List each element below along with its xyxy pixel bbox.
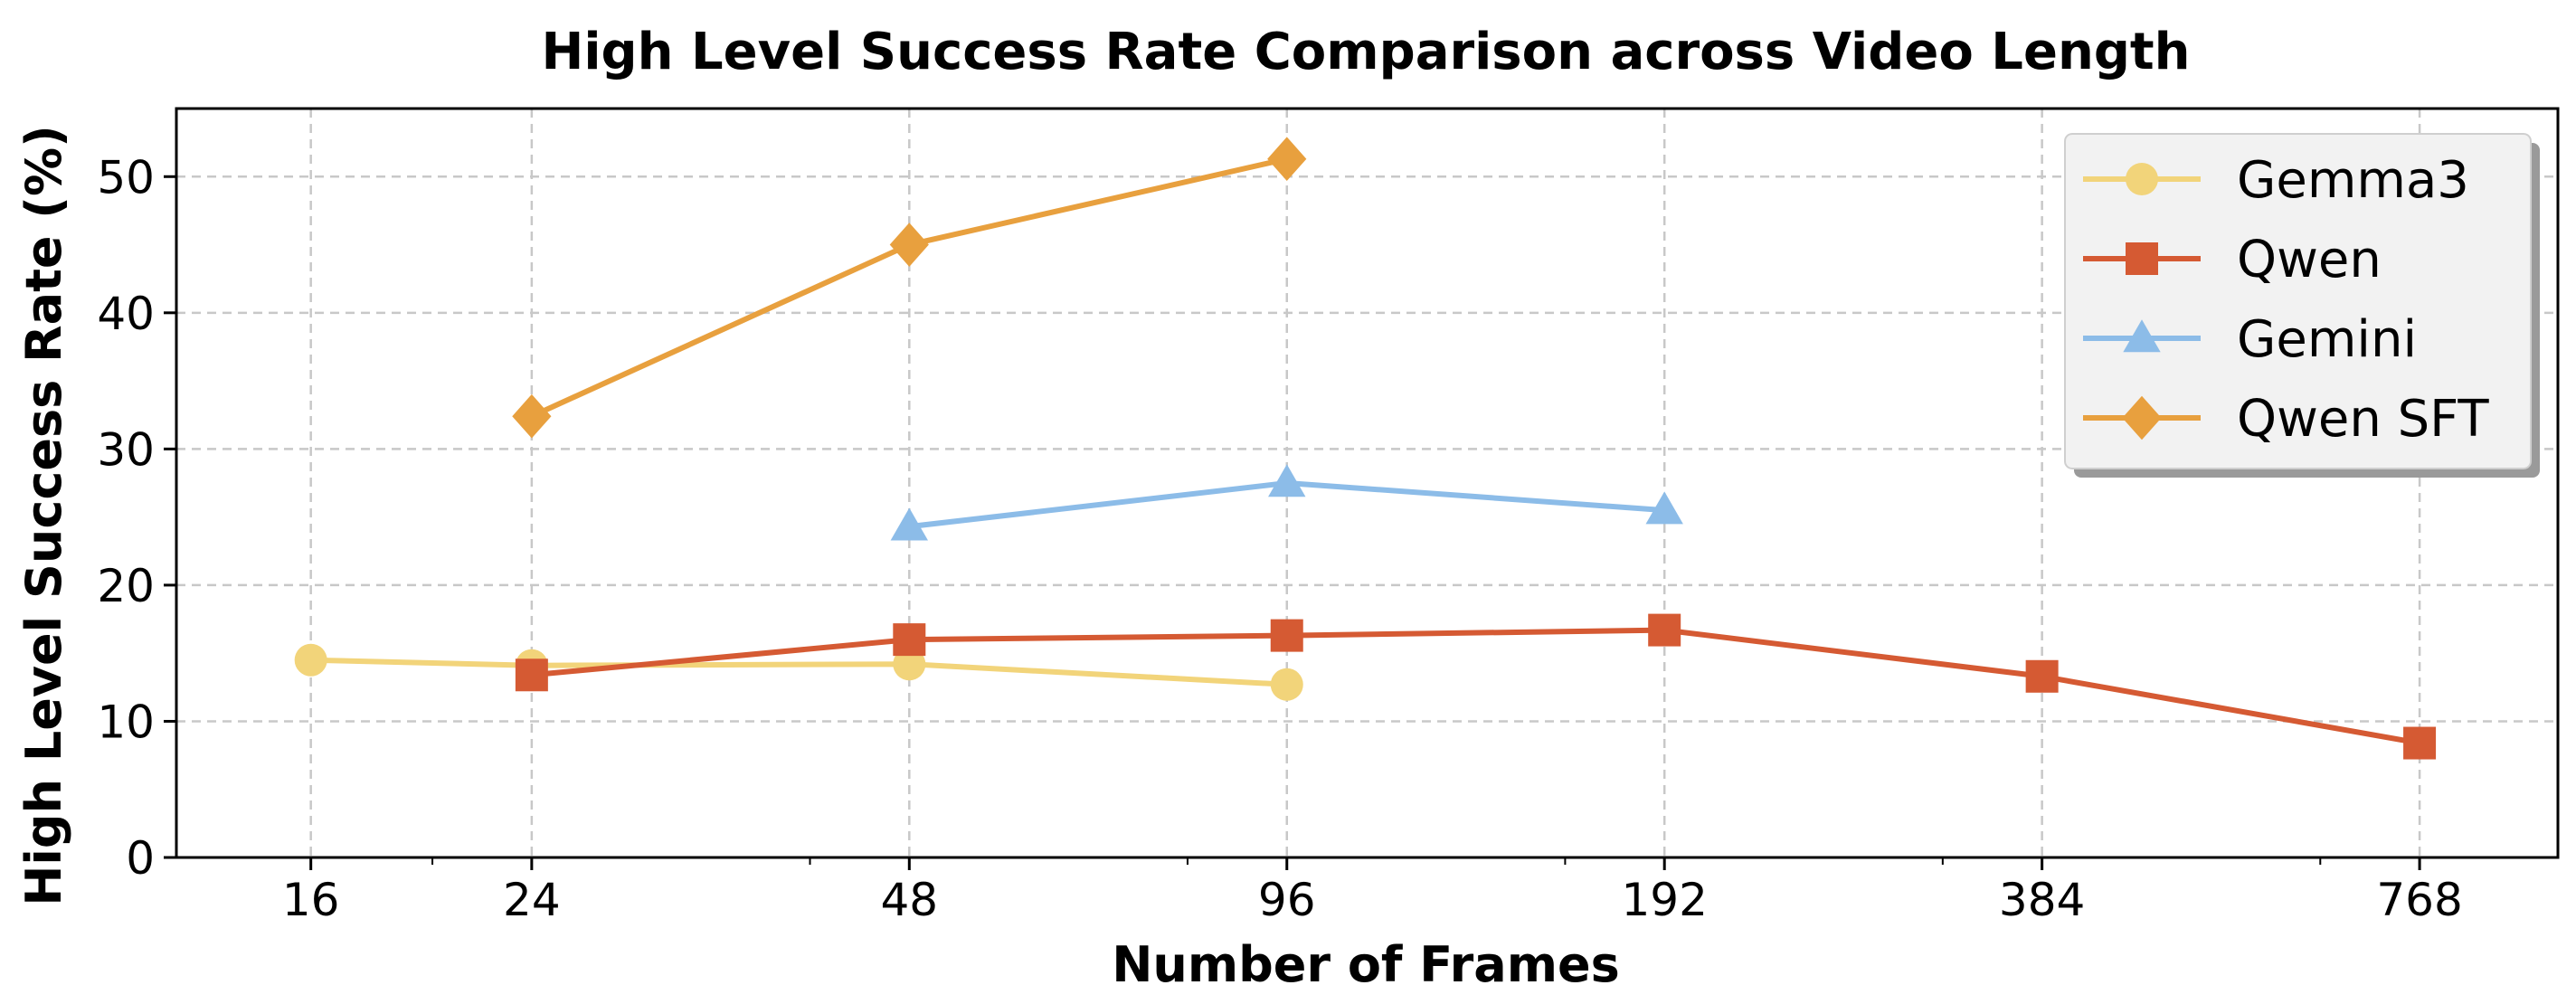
y-tick-label: 40 <box>97 288 155 340</box>
legend-marker <box>2126 163 2158 195</box>
legend-marker <box>2126 242 2158 275</box>
series-line-gemma3 <box>310 657 1287 687</box>
data-point-gemini <box>890 507 929 541</box>
data-point-qwen <box>515 658 548 692</box>
legend: Gemma3 Qwen Gemini Qwen SFT <box>2064 133 2540 478</box>
y-tick-label: 30 <box>97 423 155 476</box>
x-tick-label: 48 <box>880 874 938 926</box>
y-tick-label: 0 <box>126 832 155 885</box>
y-axis-label: High Level Success Rate (%) <box>15 125 72 906</box>
data-point-qwen <box>893 623 926 657</box>
legend-entry-gemini: Gemini <box>2083 310 2417 369</box>
y-tick-label: 50 <box>97 151 155 204</box>
data-point-qwen-sft <box>889 223 929 267</box>
series-qwen <box>515 613 2437 760</box>
legend-entry-qwen: Qwen <box>2083 231 2382 289</box>
x-tick-label: 24 <box>503 874 561 926</box>
chart-title: High Level Success Rate Comparison acros… <box>541 23 2190 81</box>
legend-entry-gemma3: Gemma3 <box>2083 151 2469 210</box>
data-point-qwen-sft <box>1267 137 1307 182</box>
legend-label: Qwen SFT <box>2237 390 2489 449</box>
legend-label: Gemma3 <box>2237 151 2469 210</box>
legend-entry-qwen-sft: Qwen SFT <box>2083 390 2489 449</box>
data-point-qwen <box>2025 659 2059 693</box>
data-point-gemma3 <box>294 643 327 677</box>
x-tick-label: 96 <box>1258 874 1316 926</box>
series-qwen-sft <box>512 137 1307 439</box>
data-point-qwen <box>2403 726 2437 760</box>
plot-frame <box>175 107 2560 859</box>
series-line-qwen <box>531 627 2420 746</box>
series-gemini <box>890 464 1683 541</box>
x-tick-label: 384 <box>1999 874 2085 926</box>
legend-marker <box>2123 319 2161 353</box>
data-point-qwen-sft <box>512 393 552 439</box>
data-point-gemma3 <box>893 648 926 681</box>
data-point-qwen <box>1270 619 1303 652</box>
legend-label: Gemini <box>2237 310 2417 369</box>
y-tick-label: 20 <box>97 560 155 612</box>
legend-label: Qwen <box>2237 231 2382 289</box>
data-point-gemma3 <box>1270 668 1303 701</box>
y-tick-label: 10 <box>97 696 155 748</box>
x-tick-label: 16 <box>282 874 340 926</box>
x-axis-label: Number of Frames <box>1112 936 1620 993</box>
data-point-qwen <box>1648 613 1681 647</box>
x-tick-label: 192 <box>1621 874 1707 926</box>
axes-layer: 16 24 48 96 192 384 768 0 10 20 30 40 50 <box>97 107 2560 926</box>
data-point-gemini <box>1645 491 1683 525</box>
series-layer <box>294 137 2437 760</box>
legend-marker <box>2122 395 2162 440</box>
legend-box <box>2064 133 2532 469</box>
x-tick-label: 768 <box>2376 874 2462 926</box>
data-point-gemini <box>1268 464 1306 497</box>
